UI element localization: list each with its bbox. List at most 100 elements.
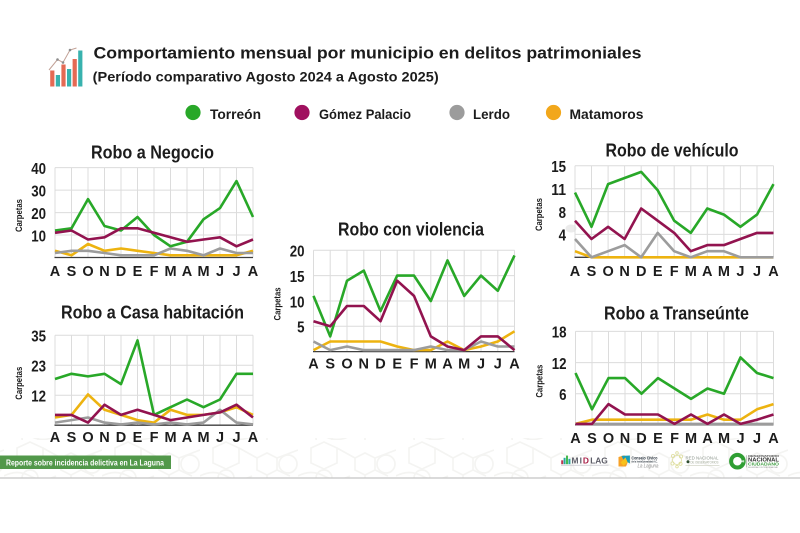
svg-text:A: A [509, 356, 520, 372]
svg-text:5: 5 [297, 320, 304, 337]
svg-text:F: F [150, 264, 159, 280]
svg-text:M: M [425, 356, 437, 372]
svg-text:18: 18 [552, 325, 567, 342]
svg-text:NACIONAL: NACIONAL [748, 457, 780, 463]
svg-text:Comportamiento mensual por mun: Comportamiento mensual por municipio en … [94, 43, 642, 62]
svg-text:N: N [99, 430, 109, 446]
svg-text:20: 20 [31, 206, 46, 223]
svg-text:DE OBSERVATORIOS: DE OBSERVATORIOS [691, 461, 719, 465]
svg-text:N: N [619, 264, 629, 280]
svg-text:30: 30 [31, 183, 46, 200]
svg-text:D: D [636, 264, 646, 280]
svg-text:Reporte sobre incidencia delic: Reporte sobre incidencia delictiva en La… [6, 457, 164, 467]
svg-text:E: E [133, 430, 143, 446]
svg-text:D: D [116, 430, 126, 446]
svg-text:O: O [82, 430, 93, 446]
svg-text:A: A [50, 264, 61, 280]
svg-text:J: J [216, 430, 224, 446]
svg-text:23: 23 [31, 359, 46, 376]
svg-text:A: A [182, 264, 193, 280]
svg-text:Gómez Palacio: Gómez Palacio [319, 106, 411, 122]
svg-text:Robo a Negocio: Robo a Negocio [91, 143, 214, 163]
svg-text:J: J [736, 431, 744, 447]
svg-text:M: M [718, 431, 730, 447]
svg-text:Carpetas: Carpetas [534, 198, 545, 231]
svg-text:M: M [572, 455, 579, 465]
svg-text:M: M [685, 264, 697, 280]
svg-text:M: M [164, 264, 176, 280]
svg-text:A: A [702, 431, 713, 447]
svg-text:6: 6 [559, 387, 566, 404]
svg-text:F: F [410, 356, 419, 372]
svg-text:J: J [216, 264, 224, 280]
svg-text:A: A [442, 356, 453, 372]
svg-text:10: 10 [31, 228, 46, 245]
svg-text:Robo de vehículo: Robo de vehículo [606, 141, 739, 161]
svg-text:4: 4 [559, 228, 566, 245]
svg-text:D: D [636, 431, 646, 447]
svg-text:S: S [325, 356, 335, 372]
svg-text:M: M [718, 264, 730, 280]
svg-text:10: 10 [290, 294, 305, 311]
svg-text:Carpetas: Carpetas [535, 365, 546, 398]
svg-text:M: M [164, 430, 176, 446]
svg-text:F: F [150, 430, 159, 446]
svg-text:Carpetas: Carpetas [14, 199, 25, 232]
svg-text:15: 15 [290, 269, 305, 286]
svg-text:M: M [458, 356, 470, 372]
svg-text:RED NACIONAL: RED NACIONAL [686, 455, 719, 460]
svg-text:A: A [570, 264, 581, 280]
svg-text:S: S [587, 431, 597, 447]
svg-text:A: A [570, 431, 581, 447]
svg-text:F: F [670, 264, 679, 280]
svg-text:J: J [753, 264, 761, 280]
svg-text:O: O [82, 264, 93, 280]
svg-text:de la Institucionalidad A.C.: de la Institucionalidad A.C. [632, 460, 658, 464]
svg-text:E: E [653, 431, 663, 447]
svg-text:J: J [232, 430, 240, 446]
svg-text:L: L [590, 455, 595, 465]
svg-text:11: 11 [551, 182, 566, 199]
svg-text:J: J [753, 431, 761, 447]
svg-text:J: J [736, 264, 744, 280]
svg-text:Carpetas: Carpetas [14, 367, 25, 400]
svg-text:Matamoros: Matamoros [570, 106, 644, 122]
svg-text:I: I [580, 455, 582, 465]
svg-text:A: A [702, 264, 713, 280]
svg-text:E: E [653, 264, 663, 280]
svg-text:N: N [359, 356, 369, 372]
svg-text:Consejo Cívico: Consejo Cívico [632, 455, 658, 460]
svg-text:O: O [603, 431, 614, 447]
svg-text:Lerdo: Lerdo [473, 106, 510, 122]
svg-text:Carpetas: Carpetas [273, 287, 284, 320]
svg-text:A: A [768, 264, 779, 280]
svg-text:Robo a Transeúnte: Robo a Transeúnte [604, 304, 749, 324]
svg-text:Torreón: Torreón [210, 106, 261, 122]
svg-text:8: 8 [559, 205, 566, 222]
svg-text:Robo a Casa habitación: Robo a Casa habitación [61, 303, 244, 323]
svg-text:15: 15 [551, 159, 566, 176]
svg-text:35: 35 [31, 329, 46, 346]
svg-text:J: J [477, 356, 485, 372]
svg-text:M: M [197, 430, 209, 446]
svg-text:E: E [392, 356, 402, 372]
svg-text:S: S [67, 264, 77, 280]
svg-text:La Laguna: La Laguna [638, 464, 660, 470]
svg-text:(Período comparativo Agosto 20: (Período comparativo Agosto 2024 a Agost… [93, 68, 439, 84]
svg-text:Robo con violencia: Robo con violencia [338, 220, 485, 240]
svg-text:S: S [67, 430, 77, 446]
svg-text:D: D [116, 264, 126, 280]
svg-text:A: A [248, 264, 259, 280]
svg-text:M: M [197, 264, 209, 280]
svg-text:D: D [583, 455, 589, 465]
svg-text:D: D [375, 356, 385, 372]
svg-text:S: S [587, 264, 597, 280]
svg-text:J: J [494, 356, 502, 372]
svg-text:A: A [768, 431, 779, 447]
svg-text:E: E [133, 264, 143, 280]
svg-text:12: 12 [552, 356, 567, 373]
svg-text:M: M [685, 431, 697, 447]
svg-text:J: J [232, 264, 240, 280]
svg-text:A: A [182, 430, 193, 446]
svg-text:F: F [670, 431, 679, 447]
